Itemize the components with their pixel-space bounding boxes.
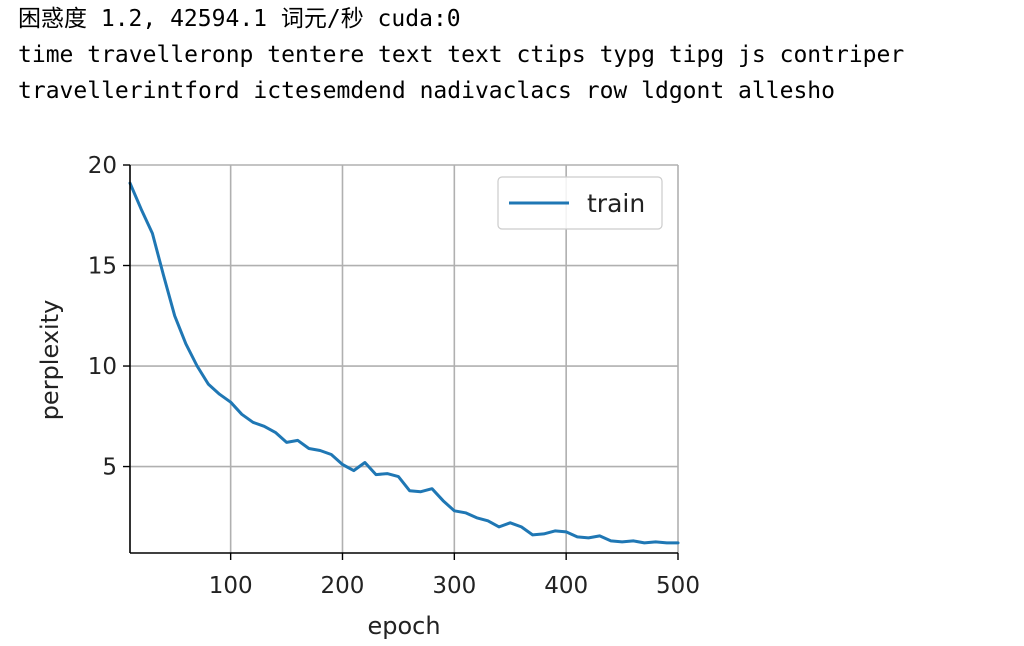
grid-lines — [130, 164, 679, 553]
x-tick-label-500: 500 — [656, 573, 700, 599]
legend-box — [497, 176, 663, 230]
generated-text-line-1: time travelleronp tentere text text ctip… — [18, 42, 905, 68]
axes — [123, 164, 679, 560]
y-tick-label-20: 20 — [88, 153, 117, 179]
x-tick-label-300: 300 — [432, 573, 476, 599]
perplexity-speed-output: 困惑度 1.2, 42594.1 词元/秒 cuda:0 — [18, 6, 461, 32]
legend-label-train: train — [587, 189, 645, 218]
series-line-train — [128, 181, 680, 545]
x-tick-label-200: 200 — [321, 573, 365, 599]
y-tick-label-15: 15 — [88, 254, 117, 280]
generated-text-line-2: travellerintford ictesemdend nadivaclacs… — [18, 78, 835, 104]
x-tick-label-400: 400 — [544, 573, 588, 599]
series-lines — [128, 181, 680, 545]
legend: train — [497, 176, 663, 230]
tick-labels: 100 200 300 400 500 5 10 15 20 — [88, 153, 700, 599]
x-axis-label: epoch — [367, 612, 440, 640]
y-tick-label-5: 5 — [102, 455, 117, 481]
y-tick-label-10: 10 — [88, 354, 117, 380]
x-tick-label-100: 100 — [209, 573, 253, 599]
y-axis-label: perplexity — [36, 300, 64, 421]
